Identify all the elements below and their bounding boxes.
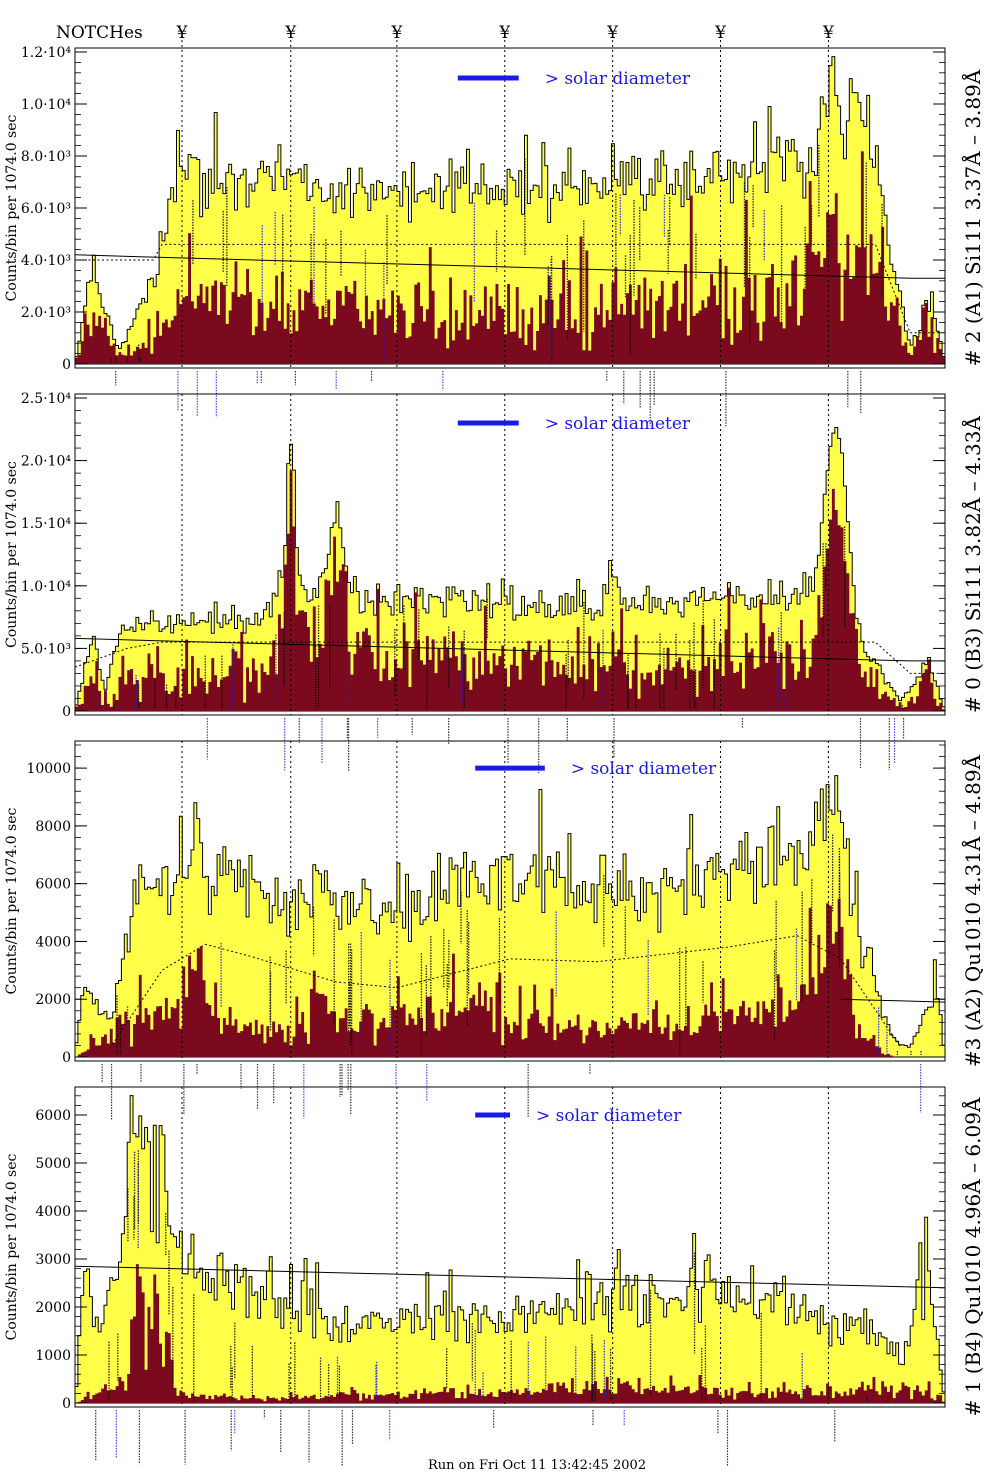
y-tick-label: 2.0·10⁴ [21,454,72,470]
y-tick-label: 10000 [26,761,71,777]
y-tick-label: 5.0·10³ [21,641,71,657]
notch-symbol: ¥ [176,23,188,43]
y-tick-label: 1000 [35,1348,71,1364]
y-tick-label: 8000 [35,819,71,835]
y-tick-label: 1.2·10⁴ [21,45,72,61]
y-tick-label: 5000 [35,1156,71,1172]
histogram-panel: 0 2000 4000 6000 8000 10000 Counts/bin per 107… [4,740,985,1121]
detector-label: #3 (A2) Qu1010 4.31Å – 4.89Å [960,754,985,1067]
y-tick-label: 8.0·10³ [21,149,71,165]
plot-frame [74,1086,946,1408]
y-tick-label: 4000 [35,934,71,950]
footer-timestamp: Run on Fri Oct 11 13:42:45 2002 [428,1458,647,1473]
notch-symbol: ¥ [606,23,618,43]
filtered-counts-histogram [75,898,945,1057]
plot-frame [74,393,946,716]
y-tick-label: 1.5·10⁴ [21,516,72,532]
plot-frame [74,740,946,1062]
y-axis-label: Counts/bin per 1074.0 sec [4,807,20,994]
y-tick-label: 1.0·10⁴ [21,579,72,595]
model-curve-dotted [109,935,902,1049]
y-tick-label: 1.0·10⁴ [21,97,72,113]
notch-header: NOTCHes ¥ ¥ ¥ ¥ ¥ ¥ ¥ [56,23,834,43]
y-tick-label: 2.0·10³ [21,305,71,321]
y-axis-label: Counts/bin per 1074.0 sec [4,1153,20,1340]
model-curve-dotted [75,243,945,334]
panels: 0 2.0·10³ 4.0·10³ 6.0·10³ 8.0·10³ 1.0·10⁴ 1.2·… [4,40,985,1467]
y-tick-label: 6000 [35,1108,71,1124]
background-curve [75,1265,945,1289]
background-curve [75,254,945,279]
detector-label: # 0 (B3) Si111 3.82Å – 4.33Å [960,416,985,713]
histogram-panel: 0 5.0·10³ 1.0·10⁴ 1.5·10⁴ 2.0·10⁴ 2.5·10⁴ Coun… [4,391,985,774]
background-curve [75,637,945,662]
notch-symbol: ¥ [822,23,834,43]
plot-area [75,775,945,1058]
y-tick-label: 0 [62,704,71,720]
y-tick-label: 3000 [35,1252,71,1268]
y-tick-label: 2.5·10⁴ [21,391,72,407]
legend-text: > solar diameter [545,69,691,89]
filtered-counts-histogram [75,151,945,364]
background-curve [840,998,945,1003]
notch-symbol: ¥ [284,23,296,43]
notch-symbols: ¥ ¥ ¥ ¥ ¥ ¥ ¥ [176,23,834,43]
y-tick-label: 2000 [35,1300,71,1316]
histogram-panel: 0 1000 2000 3000 4000 5000 6000 Counts/bin per … [4,1086,985,1467]
legend-text: > solar diameter [536,1106,682,1126]
y-tick-label: 0 [62,1396,71,1412]
histogram-panel: 0 2.0·10³ 4.0·10³ 6.0·10³ 8.0·10³ 1.0·10⁴ 1.2·… [4,40,985,427]
notch-symbol: ¥ [390,23,402,43]
y-tick-label: 0 [62,1050,71,1066]
notch-symbol: ¥ [498,23,510,43]
y-tick-label: 4.0·10³ [21,253,71,269]
y-axis-label: Counts/bin per 1074.0 sec [4,461,20,648]
plot-area [75,1095,945,1404]
total-counts-histogram [75,775,945,1058]
y-axis-label: Counts/bin per 1074.0 sec [4,114,20,301]
legend-text: > solar diameter [571,759,717,779]
y-tick-label: 0 [62,357,71,373]
notches-label: NOTCHes [56,23,143,43]
y-tick-label: 6000 [35,877,71,893]
y-tick-label: 4000 [35,1204,71,1220]
plot-area [75,56,945,365]
model-curve-dotted [75,641,945,674]
legend-text: > solar diameter [545,414,691,434]
y-tick-label: 2000 [35,992,71,1008]
plot-area [75,427,945,712]
total-counts-histogram [75,1095,945,1404]
detector-label: # 2 (A1) Si111 3.37Å – 3.89Å [960,69,985,366]
y-tick-label: 6.0·10³ [21,201,71,217]
filtered-counts-histogram [75,470,945,711]
filtered-counts-histogram [75,1264,945,1403]
detector-label: # 1 (B4) Qu1010 4.96Å – 6.09Å [960,1097,985,1416]
notch-symbol: ¥ [714,23,726,43]
